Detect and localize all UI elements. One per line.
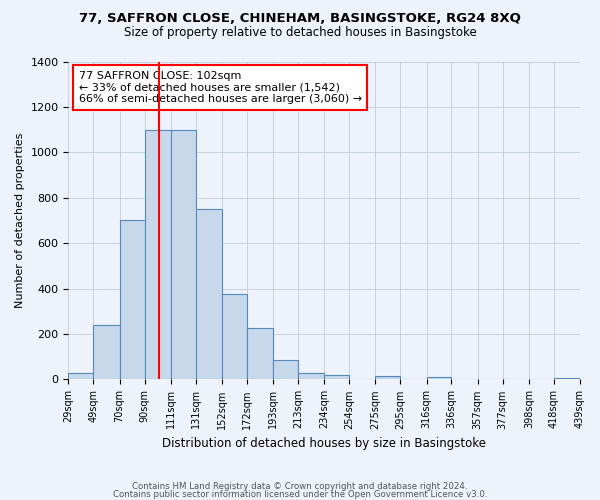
Bar [171,130,196,380]
Text: 77 SAFFRON CLOSE: 102sqm
← 33% of detached houses are smaller (1,542)
66% of sem: 77 SAFFRON CLOSE: 102sqm ← 33% of detach… [79,71,362,104]
Bar [196,209,222,380]
Bar [376,376,400,380]
Text: 77, SAFFRON CLOSE, CHINEHAM, BASINGSTOKE, RG24 8XQ: 77, SAFFRON CLOSE, CHINEHAM, BASINGSTOKE… [79,12,521,26]
Bar [554,378,580,380]
Bar [68,372,94,380]
Bar [324,375,349,380]
Bar [145,130,171,380]
Text: Contains HM Land Registry data © Crown copyright and database right 2024.: Contains HM Land Registry data © Crown c… [132,482,468,491]
Bar [427,377,451,380]
Bar [273,360,298,380]
Text: Size of property relative to detached houses in Basingstoke: Size of property relative to detached ho… [124,26,476,39]
Text: Contains public sector information licensed under the Open Government Licence v3: Contains public sector information licen… [113,490,487,499]
Bar [119,220,145,380]
Bar [298,372,324,380]
Bar [94,325,119,380]
Bar [222,294,247,380]
X-axis label: Distribution of detached houses by size in Basingstoke: Distribution of detached houses by size … [162,437,486,450]
Y-axis label: Number of detached properties: Number of detached properties [15,133,25,308]
Bar [247,328,273,380]
